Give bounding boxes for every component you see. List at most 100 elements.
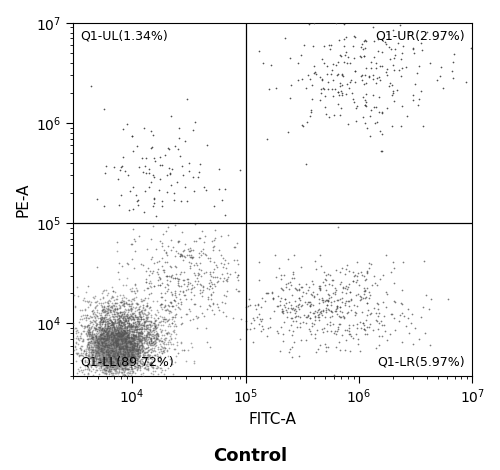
Point — [112, 364, 120, 371]
Point — [112, 344, 120, 351]
Point — [101, 170, 109, 177]
Point — [95, 341, 103, 348]
Point — [102, 333, 110, 341]
Point — [102, 351, 110, 358]
Point — [286, 305, 294, 312]
Point — [114, 344, 122, 351]
Point — [109, 343, 117, 350]
Point — [94, 335, 102, 342]
Point — [98, 349, 106, 357]
Point — [163, 318, 171, 325]
Point — [106, 343, 114, 351]
Point — [370, 91, 378, 99]
Point — [100, 348, 108, 355]
Point — [114, 321, 122, 329]
Point — [122, 349, 130, 357]
Point — [120, 341, 128, 348]
Point — [112, 345, 120, 352]
Point — [112, 341, 120, 349]
Point — [96, 334, 104, 342]
Point — [102, 342, 110, 350]
Point — [102, 347, 110, 355]
Point — [120, 348, 128, 356]
Point — [114, 337, 122, 344]
Point — [105, 329, 113, 336]
Point — [104, 345, 112, 353]
Point — [124, 341, 132, 348]
Point — [102, 345, 110, 352]
Point — [108, 340, 116, 347]
Point — [115, 335, 123, 343]
Point — [104, 353, 112, 360]
Point — [103, 331, 111, 338]
Point — [130, 364, 138, 371]
Point — [106, 333, 114, 340]
Point — [109, 347, 117, 355]
Point — [144, 338, 152, 345]
Point — [124, 371, 132, 378]
Point — [118, 351, 126, 359]
Point — [101, 347, 109, 354]
Point — [108, 361, 116, 369]
Point — [150, 259, 158, 267]
Point — [206, 303, 214, 310]
Point — [115, 353, 123, 360]
Point — [115, 337, 123, 345]
Point — [117, 352, 125, 359]
Point — [91, 331, 99, 339]
Point — [156, 154, 164, 161]
Point — [104, 351, 112, 359]
Point — [109, 347, 117, 355]
Point — [125, 321, 133, 328]
Point — [105, 354, 113, 362]
Point — [115, 334, 123, 342]
Point — [114, 326, 122, 333]
Point — [106, 342, 114, 350]
Point — [345, 324, 353, 332]
Point — [104, 345, 112, 352]
Point — [148, 332, 156, 339]
Point — [123, 331, 131, 339]
Point — [122, 347, 130, 355]
Point — [110, 365, 118, 373]
Point — [106, 337, 114, 345]
Point — [118, 354, 126, 362]
Point — [129, 335, 137, 342]
Point — [375, 332, 383, 340]
Point — [114, 352, 122, 360]
Point — [107, 354, 115, 362]
Point — [106, 341, 114, 348]
Point — [119, 352, 127, 359]
Point — [116, 332, 124, 340]
Point — [112, 349, 120, 356]
Point — [104, 290, 112, 297]
Point — [338, 70, 346, 78]
Point — [116, 357, 124, 365]
Point — [100, 357, 108, 365]
Point — [116, 339, 124, 347]
Point — [106, 353, 114, 361]
Point — [103, 339, 111, 346]
Point — [104, 345, 112, 353]
Point — [104, 342, 112, 350]
Point — [99, 349, 107, 356]
Point — [408, 360, 416, 368]
Point — [95, 343, 103, 350]
Point — [84, 359, 92, 367]
Point — [110, 352, 118, 360]
Point — [109, 363, 117, 371]
Point — [112, 352, 120, 360]
Point — [98, 347, 106, 354]
Point — [132, 347, 140, 355]
Point — [126, 343, 134, 350]
Point — [94, 335, 102, 343]
Point — [118, 346, 126, 354]
Point — [104, 342, 112, 350]
Point — [104, 354, 112, 362]
Point — [98, 345, 106, 353]
Point — [108, 337, 116, 344]
Point — [107, 349, 115, 357]
Point — [92, 352, 100, 360]
Point — [106, 341, 114, 348]
Point — [102, 344, 110, 352]
